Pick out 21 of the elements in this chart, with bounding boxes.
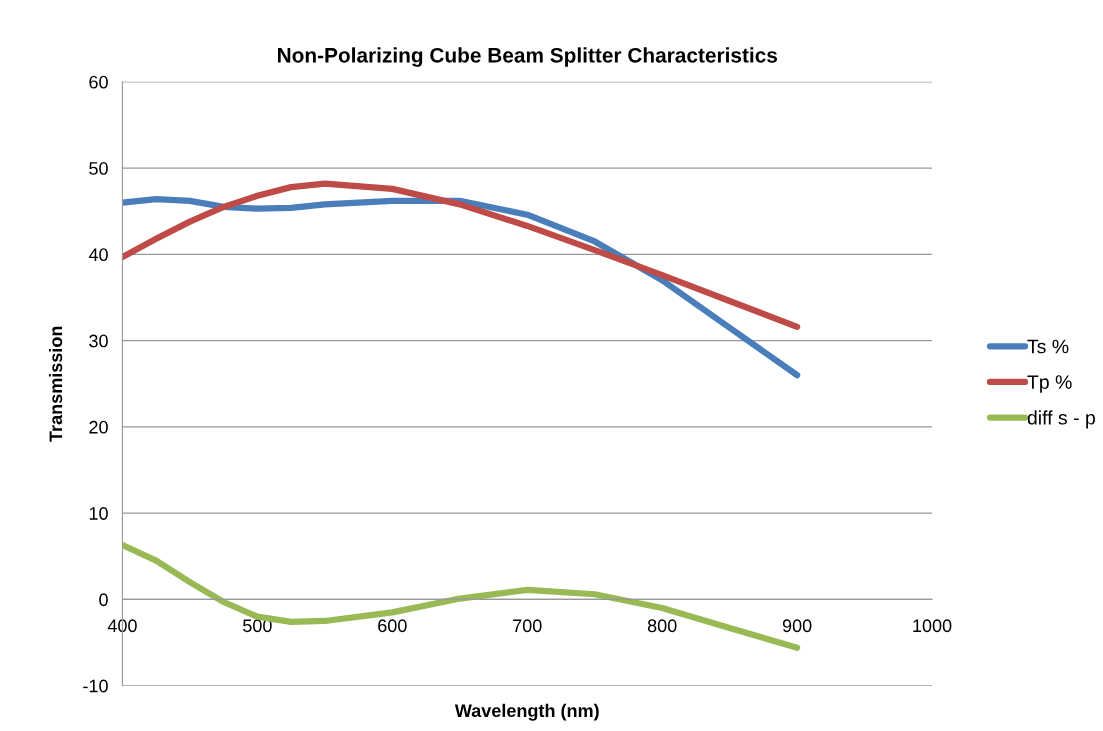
- y-tick-label: 0: [99, 593, 108, 607]
- legend-label: Tp %: [1027, 375, 1072, 393]
- y-tick-label: 30: [89, 334, 108, 348]
- y-tick-label: 50: [89, 162, 108, 175]
- x-axis-title: Wavelength (nm): [454, 703, 599, 721]
- y-tick-label: 20: [89, 420, 108, 434]
- x-tick-label: 600: [378, 619, 407, 633]
- x-tick-label: 500: [243, 619, 272, 633]
- chart-title: Non-Polarizing Cube Beam Splitter Characteristics: [278, 47, 778, 67]
- y-tick-label: 40: [88, 248, 108, 262]
- x-tick-label: 900: [782, 619, 812, 633]
- y-tick-label: -10: [83, 679, 108, 693]
- legend-label: diff s - p: [1027, 410, 1095, 429]
- y-tick-label: 60: [89, 75, 108, 89]
- x-tick-label: 400: [107, 619, 137, 633]
- legend-label: Ts %: [1027, 339, 1069, 354]
- x-tick-label: 700: [513, 619, 542, 633]
- x-tick-label: 1000: [913, 619, 952, 633]
- y-axis-title: Transmission: [48, 326, 63, 442]
- y-tick-label: 10: [89, 507, 108, 520]
- x-tick-label: 800: [647, 619, 677, 633]
